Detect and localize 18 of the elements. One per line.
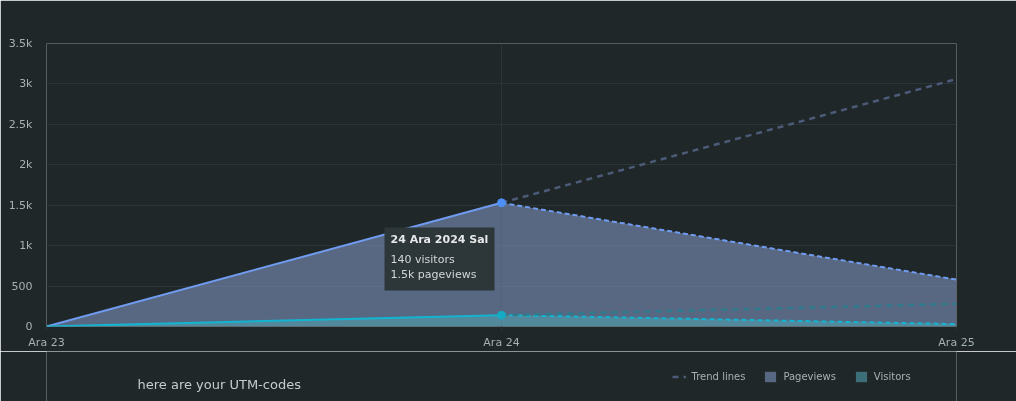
y-tick-label: 500 bbox=[11, 279, 33, 293]
y-tick-label: 3.5k bbox=[8, 37, 34, 50]
y-tick-label: 3k bbox=[19, 77, 34, 91]
y-tick-label: 2.5k bbox=[8, 117, 34, 131]
legend-label: Pageviews bbox=[783, 370, 836, 382]
annotation: 140 visitors bbox=[390, 252, 455, 266]
text: here are your UTM-codes bbox=[137, 377, 302, 392]
legend-label: Visitors bbox=[873, 370, 911, 382]
y-tick-label: 0 bbox=[25, 320, 33, 333]
x-tick-label: Ara 25 bbox=[938, 335, 975, 349]
annotation: 1.5k pageviews bbox=[390, 267, 477, 281]
legend-label: Trend lines bbox=[691, 370, 746, 382]
y-tick-label: 1k bbox=[19, 239, 34, 253]
y-tick-label: 2k bbox=[19, 158, 34, 172]
x-tick-label: Ara 24 bbox=[483, 335, 520, 349]
x-tick-label: Ara 23 bbox=[28, 335, 65, 349]
y-tick-label: 1.5k bbox=[8, 198, 34, 212]
annotation: 24 Ara 2024 Sal bbox=[390, 232, 489, 246]
